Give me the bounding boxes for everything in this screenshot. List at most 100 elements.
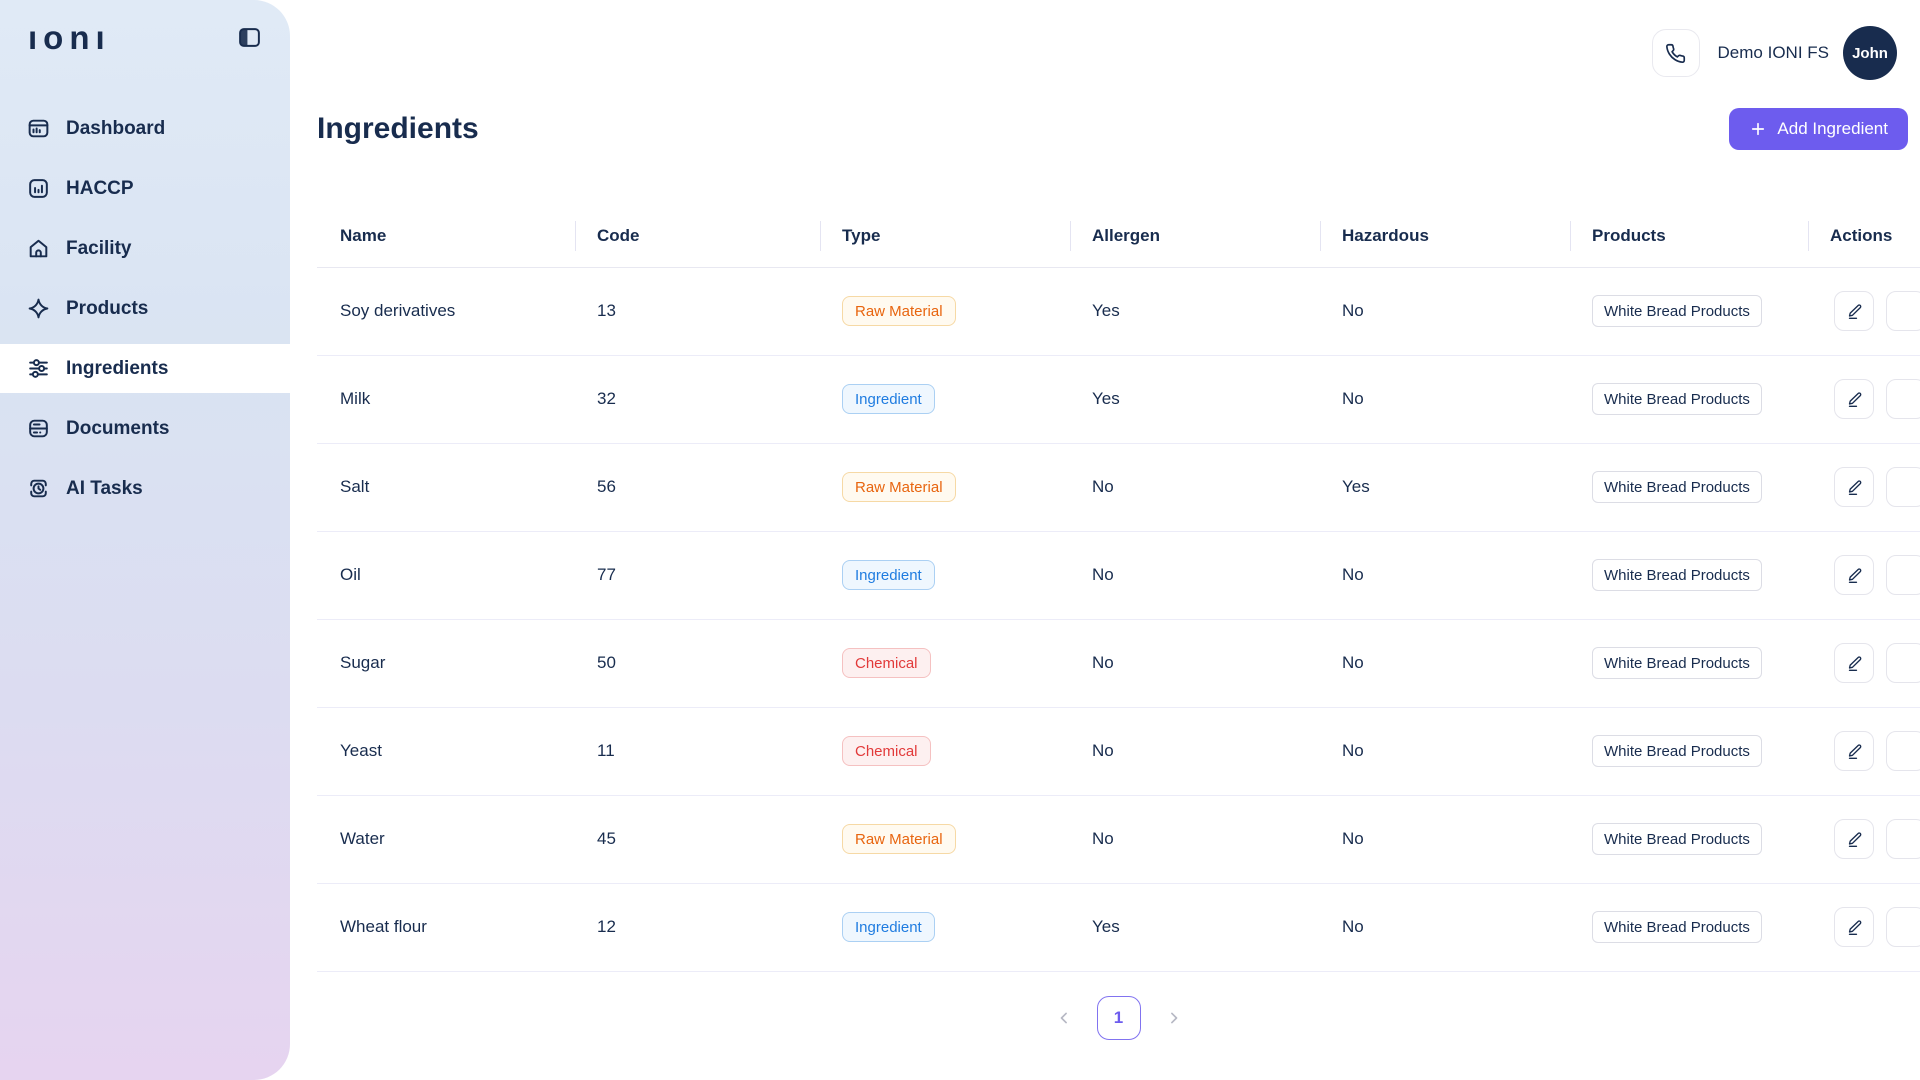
column-header-actions: Actions <box>1808 206 1920 268</box>
cell-name: Milk <box>317 355 575 444</box>
cell-hazardous: No <box>1320 531 1570 620</box>
type-badge: Raw Material <box>842 472 956 502</box>
add-ingredient-label: Add Ingredient <box>1777 119 1888 138</box>
secondary-action-button[interactable] <box>1886 643 1920 683</box>
sidebar-item-documents[interactable]: Documents <box>0 404 290 453</box>
pencil-line-icon <box>1845 742 1864 761</box>
sidebar-item-haccp[interactable]: HACCP <box>0 164 290 213</box>
ioni-logo: ıonı <box>28 18 111 56</box>
edit-button[interactable] <box>1834 555 1874 595</box>
cell-hazardous: No <box>1320 707 1570 796</box>
cell-name: Salt <box>317 443 575 532</box>
table-row: Wheat flour 12 Ingredient Yes No White B… <box>317 883 1920 972</box>
cell-allergen: No <box>1070 795 1320 884</box>
column-header-type: Type <box>820 206 1070 268</box>
icon-ingredients <box>26 356 51 381</box>
cell-code: 32 <box>575 355 820 444</box>
edit-button[interactable] <box>1834 379 1874 419</box>
current-page-number: 1 <box>1113 1007 1124 1027</box>
cell-allergen: Yes <box>1070 883 1320 972</box>
cell-code: 13 <box>575 267 820 356</box>
cell-name: Wheat flour <box>317 883 575 972</box>
sidebar-collapse-button[interactable] <box>234 22 264 52</box>
user-name: John <box>1852 44 1888 62</box>
table-row: Yeast 11 Chemical No No White Bread Prod… <box>317 707 1920 796</box>
edit-button[interactable] <box>1834 731 1874 771</box>
next-page-button[interactable] <box>1157 1001 1191 1035</box>
product-chip[interactable]: White Bread Products <box>1592 911 1762 943</box>
secondary-action-button[interactable] <box>1886 819 1920 859</box>
phone-button[interactable] <box>1651 29 1700 77</box>
cell-allergen: No <box>1070 707 1320 796</box>
product-chip[interactable]: White Bread Products <box>1592 735 1762 767</box>
table-row: Sugar 50 Chemical No No White Bread Prod… <box>317 619 1920 708</box>
user-avatar[interactable]: John <box>1843 26 1897 80</box>
sidebar-item-facility[interactable]: Facility <box>0 224 290 273</box>
sidebar-item-ai-tasks[interactable]: AI Tasks <box>0 464 290 513</box>
sidebar-item-label: HACCP <box>66 177 134 199</box>
secondary-action-button[interactable] <box>1886 555 1920 595</box>
product-chip[interactable]: White Bread Products <box>1592 295 1762 327</box>
sidebar-item-label: AI Tasks <box>66 477 143 499</box>
secondary-action-button[interactable] <box>1886 379 1920 419</box>
chevron-left-icon <box>1054 1008 1074 1028</box>
secondary-action-button[interactable] <box>1886 467 1920 507</box>
sidebar-item-dashboard[interactable]: Dashboard <box>0 104 290 153</box>
product-chip[interactable]: White Bread Products <box>1592 647 1762 679</box>
panel-left-icon <box>237 25 262 50</box>
product-chip[interactable]: White Bread Products <box>1592 559 1762 591</box>
icon-haccp <box>26 176 51 201</box>
edit-button[interactable] <box>1834 819 1874 859</box>
column-header-products: Products <box>1570 206 1808 268</box>
table-row: Oil 77 Ingredient No No White Bread Prod… <box>317 531 1920 620</box>
sidebar-item-ingredients[interactable]: Ingredients <box>0 344 290 393</box>
pagination: 1 <box>317 995 1920 1040</box>
type-badge: Chemical <box>842 648 931 678</box>
main-content: Demo IONI FS John Ingredients Add Ingred… <box>290 0 1920 1080</box>
edit-button[interactable] <box>1834 467 1874 507</box>
cell-allergen: No <box>1070 531 1320 620</box>
plus-icon <box>1749 120 1767 138</box>
cell-name: Soy derivatives <box>317 267 575 356</box>
cell-code: 50 <box>575 619 820 708</box>
cell-hazardous: Yes <box>1320 443 1570 532</box>
cell-name: Oil <box>317 531 575 620</box>
cell-allergen: Yes <box>1070 355 1320 444</box>
column-header-allergen: Allergen <box>1070 206 1320 268</box>
secondary-action-button[interactable] <box>1886 907 1920 947</box>
cell-hazardous: No <box>1320 267 1570 356</box>
pencil-line-icon <box>1845 654 1864 673</box>
product-chip[interactable]: White Bread Products <box>1592 383 1762 415</box>
table-row: Milk 32 Ingredient Yes No White Bread Pr… <box>317 355 1920 444</box>
current-page-button[interactable]: 1 <box>1096 995 1141 1040</box>
secondary-action-button[interactable] <box>1886 291 1920 331</box>
cell-allergen: No <box>1070 619 1320 708</box>
sidebar-item-label: Dashboard <box>66 117 166 139</box>
pencil-line-icon <box>1845 918 1864 937</box>
icon-dashboard <box>26 116 51 141</box>
type-badge: Chemical <box>842 736 931 766</box>
pencil-line-icon <box>1845 390 1864 409</box>
product-chip[interactable]: White Bread Products <box>1592 471 1762 503</box>
sidebar-item-label: Facility <box>66 237 132 259</box>
table-header-row: Name Code Type Allergen Hazardous Products Act… <box>317 206 1920 268</box>
workspace-name: Demo IONI FS <box>1717 43 1829 62</box>
add-ingredient-button[interactable]: Add Ingredient <box>1729 108 1908 150</box>
sidebar-item-products[interactable]: Products <box>0 284 290 333</box>
edit-button[interactable] <box>1834 907 1874 947</box>
sidebar-nav: Dashboard HACCP Facility Products Ingred… <box>0 104 290 513</box>
icon-documents <box>26 416 51 441</box>
cell-code: 45 <box>575 795 820 884</box>
pencil-line-icon <box>1845 478 1864 497</box>
edit-button[interactable] <box>1834 291 1874 331</box>
product-chip[interactable]: White Bread Products <box>1592 823 1762 855</box>
topbar: Demo IONI FS John <box>290 0 1920 88</box>
cell-hazardous: No <box>1320 883 1570 972</box>
prev-page-button[interactable] <box>1047 1001 1081 1035</box>
edit-button[interactable] <box>1834 643 1874 683</box>
cell-name: Yeast <box>317 707 575 796</box>
secondary-action-button[interactable] <box>1886 731 1920 771</box>
type-badge: Raw Material <box>842 824 956 854</box>
pencil-line-icon <box>1845 302 1864 321</box>
page-title: Ingredients <box>317 112 479 145</box>
